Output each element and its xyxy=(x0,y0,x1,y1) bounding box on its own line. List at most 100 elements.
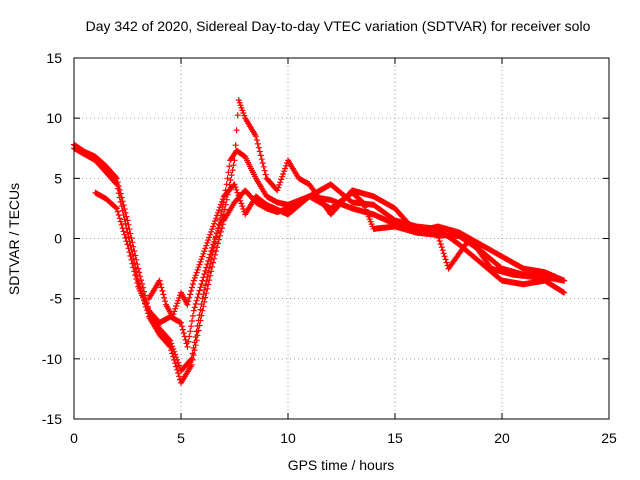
data-point xyxy=(119,207,126,214)
data-point xyxy=(358,198,365,205)
data-point xyxy=(256,148,263,155)
data-point xyxy=(190,307,197,314)
data-point xyxy=(114,208,121,215)
data-point xyxy=(196,261,203,268)
data-point xyxy=(198,312,205,319)
data-point xyxy=(212,218,218,224)
data-point xyxy=(210,259,217,266)
data-point xyxy=(207,231,214,238)
data-point xyxy=(440,250,447,257)
data-point xyxy=(161,294,168,301)
x-tick-label: 0 xyxy=(70,430,78,446)
data-point xyxy=(193,269,200,276)
data-point xyxy=(190,277,197,284)
data-point xyxy=(201,286,208,293)
data-point xyxy=(281,168,288,175)
data-point xyxy=(200,274,207,281)
data-point xyxy=(277,179,284,186)
data-point xyxy=(219,214,226,221)
data-point xyxy=(128,235,135,241)
x-tick-label: 10 xyxy=(280,430,296,446)
data-point xyxy=(171,356,178,363)
data-point xyxy=(211,220,218,227)
x-tick-label: 5 xyxy=(177,430,185,446)
data-point xyxy=(238,200,245,207)
data-point xyxy=(119,225,126,232)
data-point xyxy=(236,195,243,201)
data-point xyxy=(118,221,125,228)
data-point xyxy=(190,352,197,358)
data-point xyxy=(201,248,208,255)
data-point xyxy=(130,243,137,250)
data-point xyxy=(206,234,213,241)
y-tick-label: -5 xyxy=(50,291,63,307)
data-point xyxy=(199,277,206,284)
data-point xyxy=(232,184,239,191)
data-point xyxy=(194,266,201,273)
data-point xyxy=(198,256,205,263)
data-point xyxy=(239,203,246,210)
data-point xyxy=(235,192,242,199)
data-point xyxy=(180,330,187,336)
x-tick-label: 25 xyxy=(601,430,617,446)
data-point xyxy=(157,281,164,288)
data-point xyxy=(437,241,444,248)
data-point xyxy=(189,356,196,363)
data-point xyxy=(214,212,220,219)
data-point xyxy=(210,223,217,230)
data-point xyxy=(561,289,568,296)
data-point xyxy=(169,313,176,320)
data-point xyxy=(215,225,222,232)
data-point xyxy=(178,323,185,330)
data-point xyxy=(112,204,119,211)
data-point xyxy=(130,264,137,271)
series-track-d xyxy=(145,181,559,320)
data-point xyxy=(189,284,195,291)
data-point xyxy=(188,355,195,362)
series-track-b xyxy=(71,145,568,386)
data-point xyxy=(258,156,265,163)
data-point xyxy=(217,228,224,235)
data-point xyxy=(438,244,445,251)
data-point xyxy=(215,207,222,214)
data-point xyxy=(228,172,235,179)
data-point xyxy=(189,312,196,319)
data-point xyxy=(127,253,134,259)
data-point xyxy=(193,337,200,344)
data-point xyxy=(160,291,167,298)
data-point xyxy=(168,347,175,354)
data-point xyxy=(124,241,131,248)
data-point xyxy=(118,203,125,210)
data-point xyxy=(207,272,214,279)
data-point xyxy=(227,177,234,183)
data-point xyxy=(276,181,283,188)
data-point xyxy=(197,258,204,265)
data-point xyxy=(196,287,203,294)
data-point xyxy=(189,281,196,288)
data-point xyxy=(194,294,201,301)
data-point xyxy=(174,366,181,373)
data-point xyxy=(205,257,212,264)
data-point xyxy=(255,144,262,151)
x-axis-label: GPS time / hours xyxy=(288,457,395,473)
data-point xyxy=(213,215,219,222)
y-tick-label: 5 xyxy=(54,170,62,186)
data-point xyxy=(261,167,268,174)
data-point xyxy=(127,230,134,237)
data-point xyxy=(158,284,165,291)
data-points xyxy=(71,97,568,386)
data-point xyxy=(221,206,228,213)
data-point xyxy=(179,326,186,333)
data-point xyxy=(217,201,224,208)
data-point xyxy=(185,298,192,305)
data-point xyxy=(162,298,169,305)
data-point xyxy=(204,285,211,292)
data-point xyxy=(560,289,567,295)
data-point xyxy=(234,189,241,196)
data-point xyxy=(129,260,136,267)
data-point xyxy=(224,175,231,182)
data-point xyxy=(275,184,282,191)
data-point xyxy=(233,127,240,134)
data-point xyxy=(197,284,204,291)
data-point xyxy=(436,238,443,244)
